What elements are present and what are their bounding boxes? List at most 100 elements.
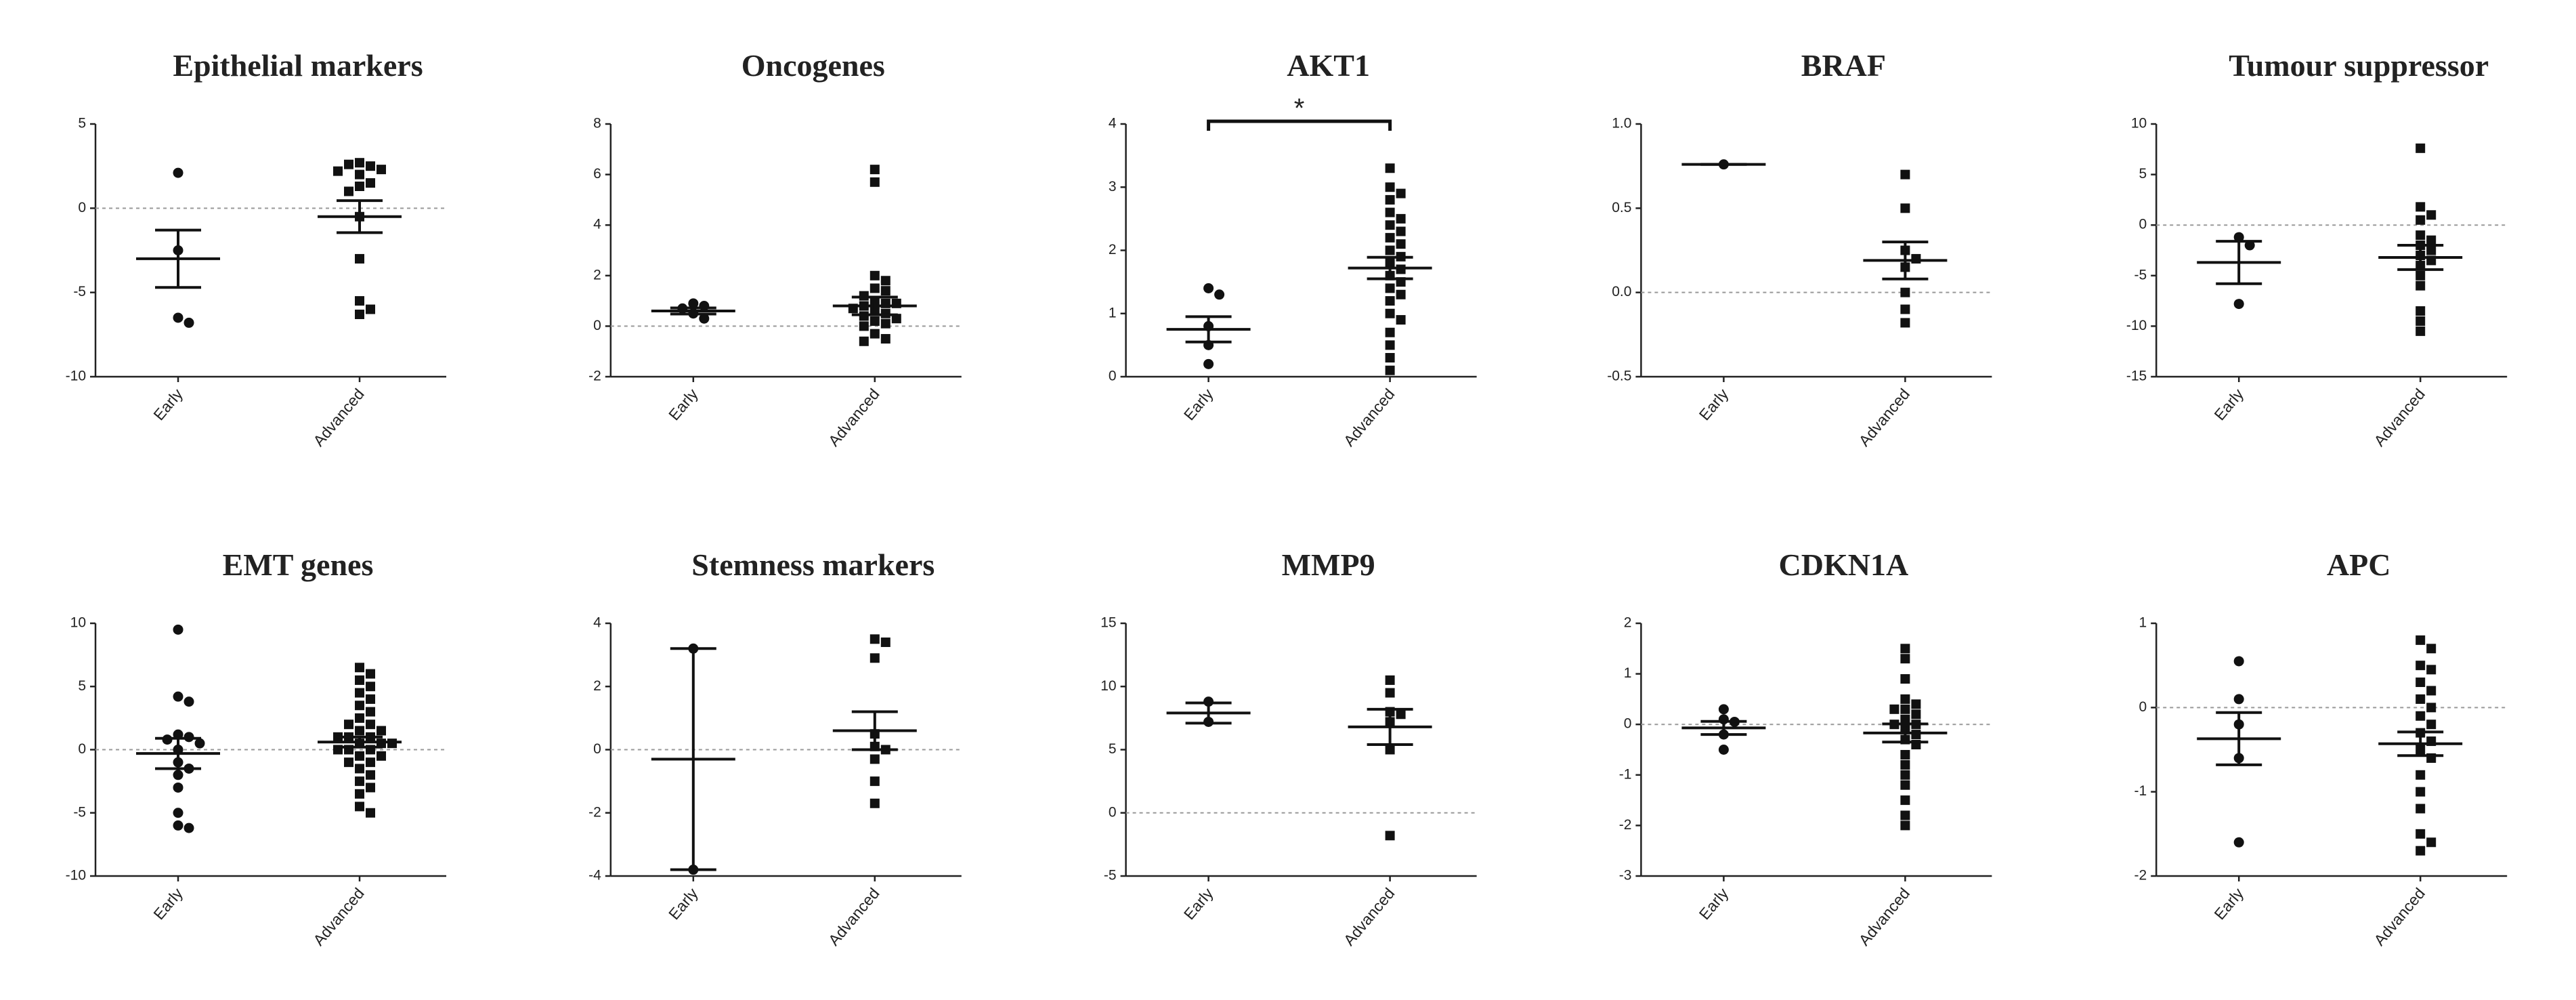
data-point <box>355 309 364 319</box>
data-point <box>355 663 364 673</box>
data-point <box>1900 770 1910 780</box>
data-point <box>173 770 184 780</box>
panel-title: Epithelial markers <box>173 48 423 83</box>
data-point <box>1911 709 1921 720</box>
y-tick-label: 4 <box>1109 116 1117 131</box>
data-point <box>870 634 880 644</box>
data-point <box>880 286 890 296</box>
data-point <box>377 726 386 736</box>
data-point <box>1385 327 1395 337</box>
data-point <box>1900 795 1910 806</box>
panel: Stemness markers -4 -2 0 2 4 Early Advanced <box>588 547 962 949</box>
data-point <box>2233 694 2244 705</box>
data-point <box>1385 296 1395 306</box>
data-point <box>1900 304 1910 314</box>
y-tick-label: -4 <box>588 868 601 883</box>
data-point <box>870 798 880 808</box>
data-point <box>1911 730 1921 740</box>
data-point <box>173 820 184 831</box>
x-tick-label: Advanced <box>2370 885 2428 949</box>
panel-title: AKT1 <box>1287 48 1370 83</box>
data-point <box>2426 245 2437 255</box>
panel: CDKN1A -3 -2 -1 0 1 2 Early Advanced <box>1619 547 1992 949</box>
x-tick-label: Early <box>1180 385 1217 423</box>
data-point <box>880 318 890 329</box>
data-point <box>355 296 364 306</box>
data-point <box>1214 289 1225 300</box>
data-point <box>377 165 386 175</box>
y-tick-label: 4 <box>593 217 601 232</box>
y-tick-label: -2 <box>588 804 601 820</box>
data-point <box>2416 202 2426 212</box>
data-point <box>1385 365 1395 375</box>
data-point <box>366 178 375 188</box>
data-point <box>1396 315 1406 325</box>
data-point <box>1385 283 1395 293</box>
y-tick-label: 1 <box>1109 305 1117 320</box>
data-point <box>355 713 364 723</box>
data-point <box>870 165 880 175</box>
x-tick-label: Advanced <box>825 885 883 949</box>
y-tick-label: 8 <box>593 116 601 131</box>
data-point <box>880 334 890 344</box>
y-tick-label: 5 <box>78 116 86 131</box>
y-tick-label: -5 <box>2134 267 2147 283</box>
data-point <box>366 669 375 679</box>
data-point <box>355 801 364 812</box>
panel-title: EMT genes <box>223 547 374 582</box>
data-point <box>355 675 364 685</box>
data-point <box>2416 694 2426 704</box>
data-point <box>344 720 353 730</box>
data-point <box>1203 283 1214 293</box>
data-point <box>699 313 710 324</box>
data-point <box>355 751 364 761</box>
data-point <box>355 169 364 180</box>
data-point <box>1911 253 1921 264</box>
data-point <box>1396 188 1406 199</box>
data-point <box>2416 711 2426 721</box>
panel-title: Stemness markers <box>691 547 935 582</box>
data-point <box>2233 299 2244 310</box>
data-point <box>2416 829 2426 839</box>
data-point <box>1396 289 1406 299</box>
data-point <box>2416 143 2426 153</box>
data-point <box>173 808 184 818</box>
data-point <box>859 321 869 331</box>
y-tick-label: -2 <box>588 369 601 384</box>
data-point <box>2416 270 2426 280</box>
y-tick-label: -10 <box>2126 318 2147 333</box>
data-point <box>2416 804 2426 814</box>
data-point <box>1889 704 1899 714</box>
data-point <box>355 253 364 264</box>
data-point <box>2244 240 2255 251</box>
data-point <box>366 694 375 704</box>
x-tick-label: Advanced <box>309 386 368 450</box>
data-point <box>870 653 880 663</box>
x-tick-label: Advanced <box>309 885 368 949</box>
data-point <box>1396 709 1406 720</box>
panel-title: APC <box>2327 547 2391 582</box>
data-point <box>870 270 880 280</box>
y-tick-label: 0 <box>78 741 86 757</box>
y-tick-label: -5 <box>73 804 86 820</box>
x-tick-label: Early <box>665 884 702 923</box>
data-point <box>1900 694 1910 704</box>
data-point <box>1396 213 1406 224</box>
y-tick-label: 0 <box>2139 699 2147 715</box>
data-point <box>1900 810 1910 820</box>
y-tick-label: 2 <box>593 678 601 694</box>
y-tick-label: 0.0 <box>1612 284 1631 299</box>
x-tick-label: Early <box>150 385 186 423</box>
data-point <box>1900 749 1910 759</box>
data-point <box>1900 759 1910 770</box>
data-point <box>173 782 184 793</box>
data-point <box>2426 720 2437 730</box>
data-point <box>355 158 364 168</box>
data-point <box>891 314 901 324</box>
data-point <box>173 312 184 323</box>
data-point <box>870 754 880 764</box>
data-point <box>880 637 890 647</box>
panel: EMT genes -10 -5 0 5 10 Early Advanced <box>66 547 446 949</box>
data-point <box>1900 287 1910 297</box>
